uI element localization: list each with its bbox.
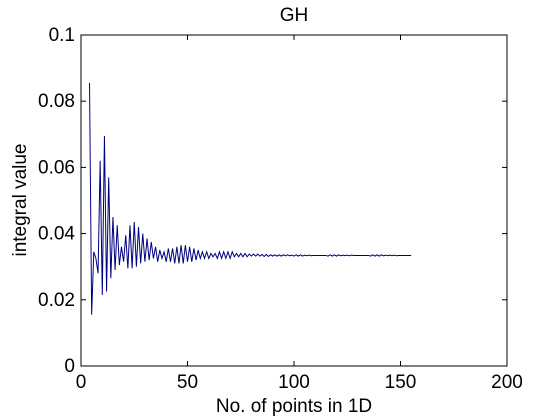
y-tick-label: 0: [64, 356, 75, 377]
y-tick-label: 0.04: [38, 224, 75, 245]
x-axis-label: No. of points in 1D: [216, 396, 372, 417]
y-tick-label: 0.02: [38, 290, 75, 311]
x-tick-label: 200: [491, 372, 523, 393]
y-tick-label: 0.1: [49, 25, 75, 46]
x-tick-label: 50: [177, 372, 198, 393]
series-line: [89, 82, 412, 315]
chart-title: GH: [280, 5, 309, 26]
axes-box: [80, 34, 508, 367]
x-tick-label: 150: [385, 372, 417, 393]
y-tick-label: 0.08: [38, 91, 75, 112]
plot-area: 0 50 100 150 200 0 0.02 0.04 0.06 0.08 0.1: [38, 25, 523, 393]
x-tick-label: 0: [76, 372, 87, 393]
y-tick-label: 0.06: [38, 157, 75, 178]
y-axis-label: integral value: [10, 143, 31, 256]
x-tick-label: 100: [278, 372, 310, 393]
